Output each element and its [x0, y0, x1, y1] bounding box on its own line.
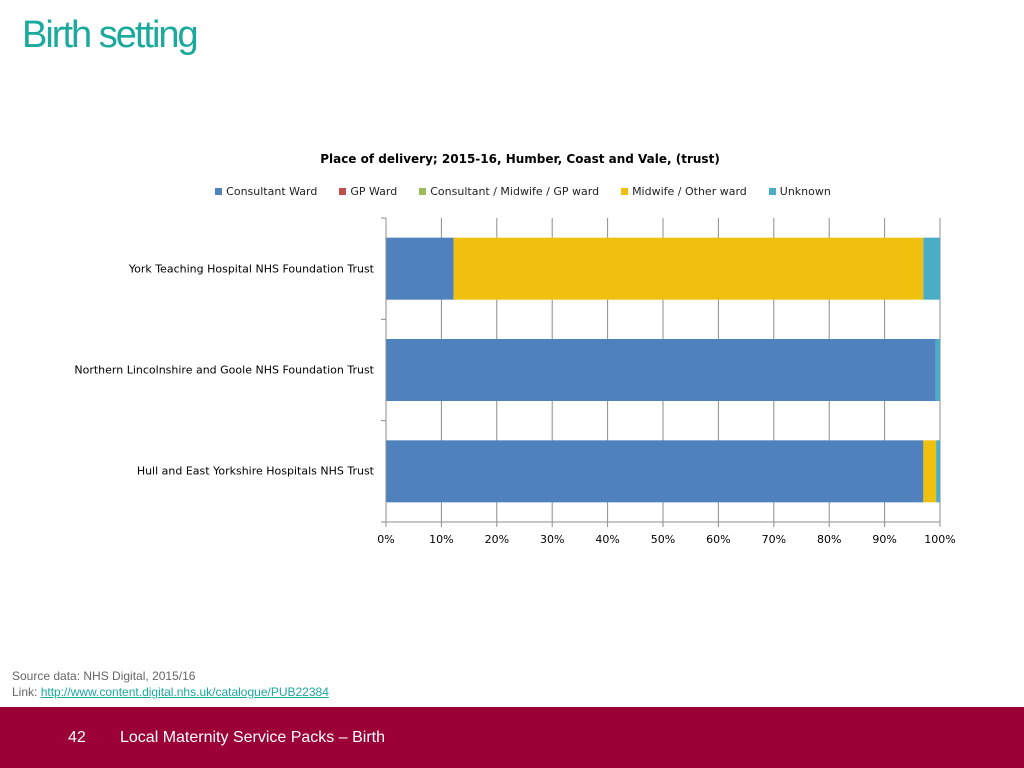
bar-segment [386, 237, 454, 300]
x-tick-label: 100% [924, 533, 956, 546]
x-tick-label: 90% [872, 533, 897, 546]
legend-swatch [215, 188, 223, 195]
chart-title: Place of delivery; 2015-16, Humber, Coas… [320, 152, 720, 166]
x-tick-label: 60% [706, 533, 731, 546]
category-label: York Teaching Hospital NHS Foundation Tr… [128, 262, 374, 276]
bar-segment [386, 339, 936, 401]
legend-label: Unknown [779, 185, 831, 198]
legend-swatch [621, 188, 629, 195]
page-title: Birth setting [22, 14, 199, 56]
category-label: Northern Lincolnshire and Goole NHS Foun… [74, 363, 374, 377]
x-tick-label: 0% [377, 533, 395, 546]
footer-title: Local Maternity Service Packs – Birth [120, 729, 385, 746]
legend-swatch [339, 188, 347, 195]
legend-label: GP Ward [350, 185, 398, 198]
x-tick-label: 40% [595, 533, 620, 546]
x-tick-label: 20% [484, 533, 510, 546]
legend-item-midwife-other-ward: Midwife / Other ward [621, 185, 747, 198]
source-link-line: Link: http://www.content.digital.nhs.uk/… [12, 684, 329, 700]
legend-item-consultant-midwife-gp-ward: Consultant / Midwife / GP ward [419, 185, 599, 198]
legend-swatch [419, 188, 427, 195]
bar-segment [936, 440, 940, 503]
bar-segment [935, 339, 940, 401]
legend-label: Consultant / Midwife / GP ward [430, 185, 600, 198]
legend-item-unknown: Unknown [768, 185, 831, 198]
category-label: Hull and East Yorkshire Hospitals NHS Tr… [136, 464, 374, 478]
footer-bar: 42 Local Maternity Service Packs – Birth [0, 707, 1024, 768]
legend-item-gp-ward: GP Ward [339, 185, 397, 198]
x-tick-label: 30% [539, 533, 565, 546]
bar-segment [923, 440, 937, 503]
x-tick-label: 80% [816, 533, 842, 546]
legend-label: Midwife / Other ward [632, 185, 747, 198]
page-number: 42 [68, 729, 86, 746]
chart-legend: Consultant Ward GP Ward Consultant / Mid… [0, 185, 1024, 198]
legend-swatch [768, 188, 776, 195]
source-note: Source data: NHS Digital, 2015/16 Link: … [12, 668, 329, 700]
x-tick-label: 10% [429, 533, 454, 546]
bar-segment [386, 440, 924, 503]
legend-item-consultant-ward: Consultant Ward [215, 185, 317, 198]
x-tick-label: 50% [650, 533, 676, 546]
source-link[interactable]: http://www.content.digital.nhs.uk/catalo… [40, 685, 329, 699]
x-tick-label: 70% [761, 533, 787, 546]
bar-segment [923, 237, 940, 300]
legend-label: Consultant Ward [226, 185, 318, 198]
source-data-text: Source data: NHS Digital, 2015/16 [12, 669, 196, 683]
bar-segment [453, 237, 924, 300]
link-prefix: Link: [12, 685, 41, 699]
